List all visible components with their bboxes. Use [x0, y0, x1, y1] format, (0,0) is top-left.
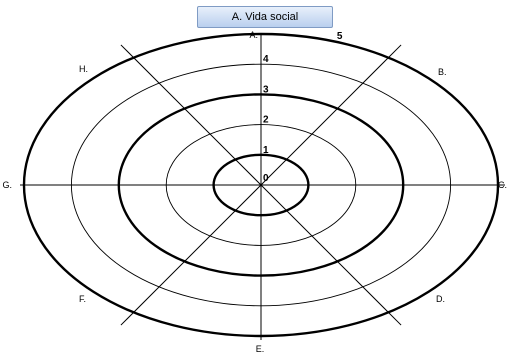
spokes-group: [20, 34, 505, 340]
spoke-5: [120, 184, 262, 326]
scale-label-5: 5: [337, 31, 343, 42]
scale-label-3: 3: [263, 84, 269, 95]
diagram-title: A. Vida social: [197, 6, 333, 28]
axis-label-c: C.: [498, 180, 507, 190]
axis-label-d: D.: [436, 294, 445, 304]
spoke-3: [260, 184, 402, 326]
axis-label-h: H.: [79, 64, 88, 74]
labels-group: A. B. C. D. E. F. G. H. 0 1 2 3 4 5: [2, 30, 507, 354]
axis-label-f: F.: [79, 294, 86, 304]
scale-label-2: 2: [263, 115, 269, 126]
scale-label-4: 4: [263, 54, 269, 65]
scale-label-0: 0: [263, 173, 269, 184]
axis-label-a: A.: [249, 30, 258, 40]
scale-label-1: 1: [263, 145, 269, 156]
axis-label-g: G.: [2, 180, 12, 190]
spoke-1: [260, 44, 402, 186]
spoke-7: [120, 44, 262, 186]
axis-label-b: B.: [438, 67, 447, 77]
axis-label-e: E.: [256, 344, 265, 354]
